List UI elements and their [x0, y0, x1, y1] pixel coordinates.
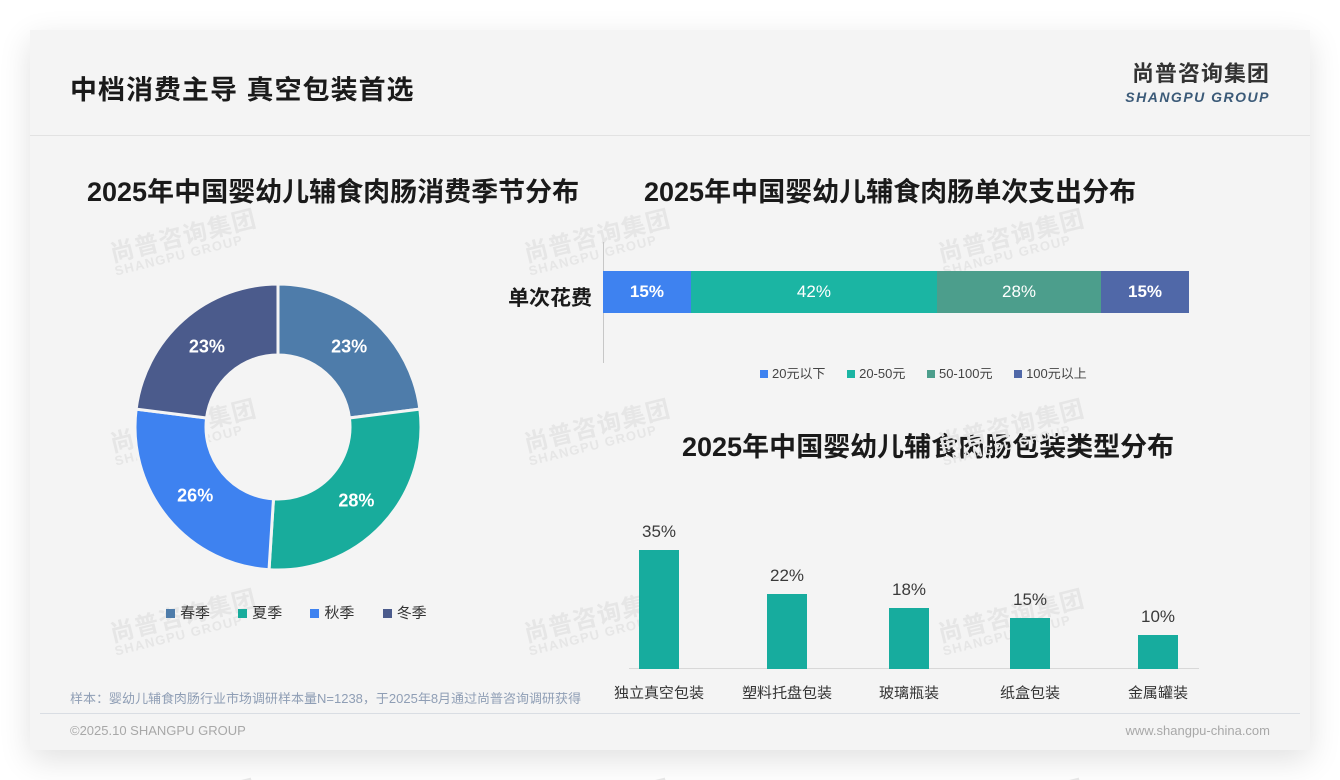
svg-text:23%: 23%	[331, 336, 367, 356]
svg-text:23%: 23%	[189, 336, 225, 356]
svg-text:26%: 26%	[177, 486, 213, 506]
svg-text:28%: 28%	[338, 491, 374, 511]
